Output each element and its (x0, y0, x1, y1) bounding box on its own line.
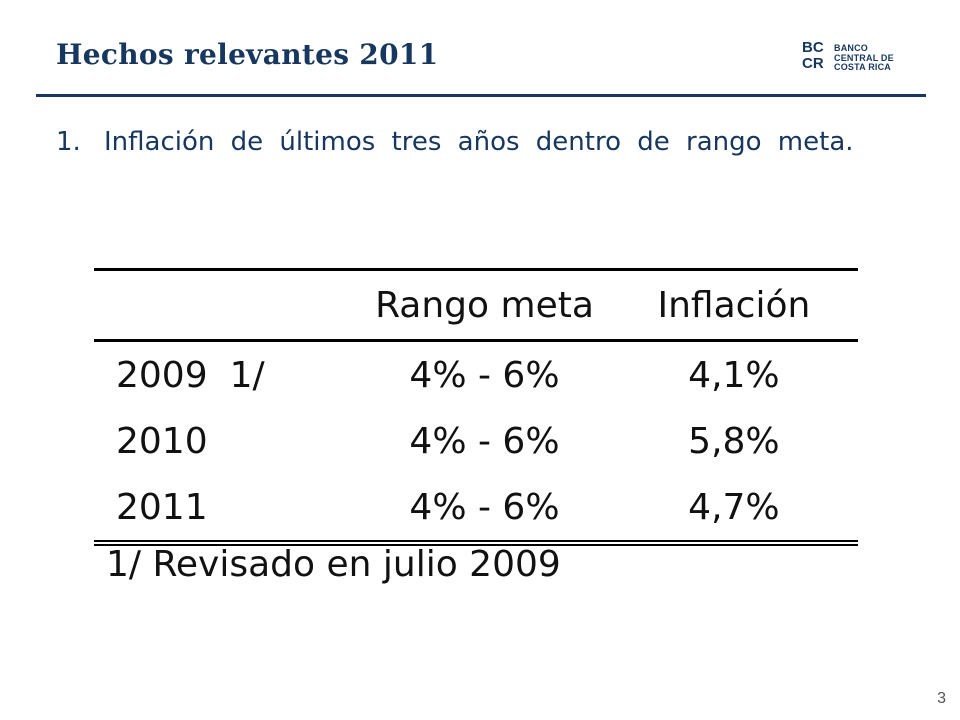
year-value: 2010 (116, 420, 208, 462)
table-row: 2010 4% - 6% 5,8% (94, 408, 858, 474)
logo-line-1: BANCO (834, 43, 868, 53)
logo-monogram-bottom: CR (802, 55, 824, 72)
page-number: 3 (937, 690, 946, 707)
bullet-number: 1. (56, 127, 81, 157)
inflation-table: Rango meta Inflación 2009 1/ 4% - 6% 4,1%… (94, 268, 858, 546)
table-footnote: 1/ Revisado en julio 2009 (106, 544, 561, 585)
table-header-row: Rango meta Inflación (94, 269, 858, 341)
logo-monogram: BC CR (802, 40, 828, 74)
inflation-cell: 5,8% (688, 420, 780, 462)
header-year (94, 270, 359, 341)
logo-line-2: CENTRAL DE (834, 52, 894, 63)
year-cell: 2010 (94, 408, 359, 474)
bullet-item: 1. Inflación de últimos tres años dentro… (56, 122, 898, 162)
year-value: 2011 (116, 486, 208, 528)
range-cell: 4% - 6% (409, 420, 560, 462)
year-footnote-marker: 1/ (229, 354, 265, 396)
year-cell: 2011 (94, 474, 359, 543)
header-range: Rango meta (375, 284, 594, 326)
logo-line-3: COSTA RICA (834, 62, 891, 72)
year-value: 2009 (116, 354, 208, 396)
slide-title: Hechos relevantes 2011 (56, 38, 439, 71)
bccr-logo: BC CR BANCO CENTRAL DE COSTA RICA (802, 40, 902, 74)
table-row: 2009 1/ 4% - 6% 4,1% (94, 341, 858, 409)
bullet-text: Inflación de últimos tres años dentro de… (104, 127, 854, 157)
inflation-cell: 4,1% (688, 354, 780, 396)
range-cell: 4% - 6% (409, 354, 560, 396)
logo-wordmark: BANCO CENTRAL DE COSTA RICA (834, 43, 894, 73)
logo-monogram-top: BC (802, 39, 824, 56)
table-row: 2011 4% - 6% 4,7% (94, 474, 858, 543)
year-cell: 2009 1/ (94, 341, 359, 409)
range-cell: 4% - 6% (409, 486, 560, 528)
header-divider (36, 94, 926, 97)
inflation-cell: 4,7% (688, 486, 780, 528)
header-inflation: Inflación (657, 284, 811, 326)
